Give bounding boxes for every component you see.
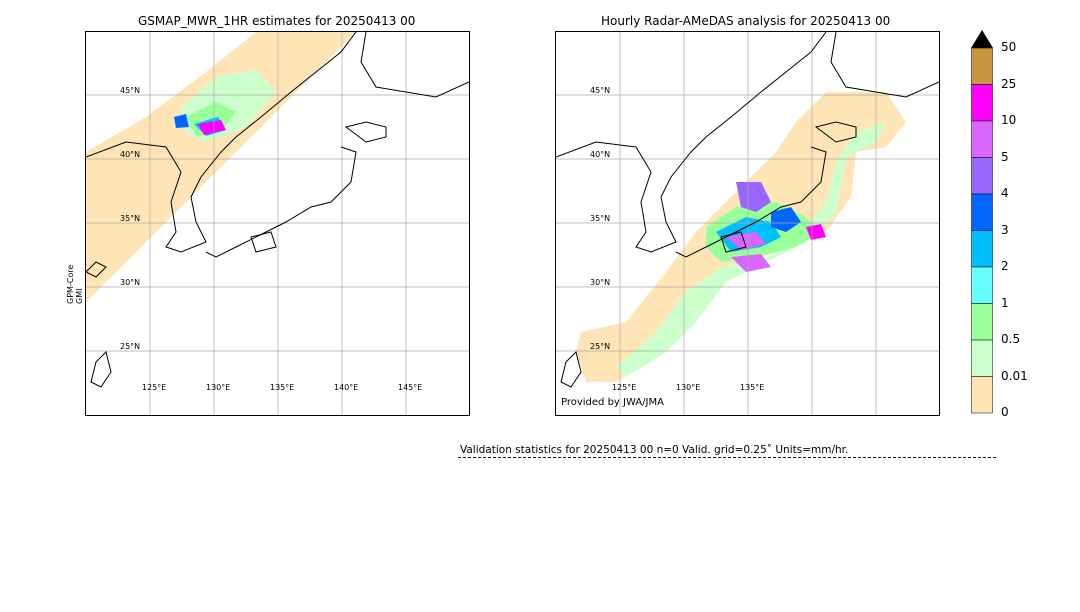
left-side-label: GPM-Core GMI bbox=[66, 265, 84, 304]
right-lat-35: 35°N bbox=[590, 214, 610, 223]
left-map-panel: 45°N 40°N 35°N 30°N 25°N 125°E 130°E 135… bbox=[85, 31, 470, 416]
right-map-svg: 45°N 40°N 35°N 30°N 25°N 125°E 130°E 135… bbox=[556, 32, 939, 415]
colorbar-svg bbox=[971, 30, 993, 414]
colorbar-segment bbox=[971, 84, 993, 122]
right-lon-135: 135°E bbox=[740, 383, 764, 392]
left-precip-magenta bbox=[198, 120, 226, 135]
right-coastlines bbox=[556, 32, 939, 388]
right-map-credit: Provided by JWA/JMA bbox=[561, 397, 664, 408]
right-lat-30: 30°N bbox=[590, 278, 610, 287]
right-precip-band-4 bbox=[726, 232, 766, 250]
colorbar-segment bbox=[971, 157, 993, 195]
left-precip-blue-cell bbox=[174, 114, 189, 128]
left-lat-25: 25°N bbox=[120, 342, 140, 351]
left-lat-30: 30°N bbox=[120, 278, 140, 287]
colorbar-tick-label: 4 bbox=[1001, 186, 1009, 200]
colorbar-segment bbox=[971, 230, 993, 268]
colorbar-segment bbox=[971, 339, 993, 377]
colorbar-segment bbox=[971, 303, 993, 341]
left-lon-135: 135°E bbox=[270, 383, 294, 392]
colorbar-tick-label: 5 bbox=[1001, 149, 1009, 164]
left-lat-45: 45°N bbox=[120, 86, 140, 95]
colorbar-segment bbox=[971, 120, 993, 158]
left-map-title: GSMAP_MWR_1HR estimates for 20250413 00 bbox=[138, 14, 416, 28]
right-precip-band-5 bbox=[806, 224, 826, 240]
right-precip-light bbox=[616, 122, 886, 377]
left-coastlines bbox=[86, 32, 469, 388]
right-precip-band-2 bbox=[736, 182, 771, 212]
colorbar-segment bbox=[971, 47, 993, 85]
right-lat-40: 40°N bbox=[590, 150, 610, 159]
right-lon-130: 130°E bbox=[676, 383, 700, 392]
left-lat-35: 35°N bbox=[120, 214, 140, 223]
validation-dashed-line bbox=[458, 457, 996, 458]
validation-stats: Validation statistics for 20250413 00 n=… bbox=[460, 444, 849, 456]
left-precip-low-band bbox=[86, 32, 356, 302]
colorbar-tick-label: 2 bbox=[1001, 259, 1009, 273]
right-lat-25: 25°N bbox=[590, 342, 610, 351]
left-lon-130: 130°E bbox=[206, 383, 230, 392]
colorbar-tick-label: 25 bbox=[1001, 76, 1017, 91]
left-gridlines bbox=[86, 32, 469, 415]
colorbar bbox=[971, 30, 993, 414]
colorbar-segment bbox=[971, 376, 993, 414]
left-lat-40: 40°N bbox=[120, 150, 140, 159]
colorbar-segment bbox=[971, 193, 993, 231]
left-map-svg: 45°N 40°N 35°N 30°N 25°N 125°E 130°E 135… bbox=[86, 32, 469, 415]
colorbar-over-arrow bbox=[971, 30, 993, 48]
colorbar-tick-label: 0 bbox=[1001, 405, 1009, 419]
right-map-panel: 45°N 40°N 35°N 30°N 25°N 125°E 130°E 135… bbox=[555, 31, 940, 416]
right-lat-45: 45°N bbox=[590, 86, 610, 95]
colorbar-segment bbox=[971, 266, 993, 304]
left-lon-145: 145°E bbox=[398, 383, 422, 392]
right-lon-125: 125°E bbox=[612, 383, 636, 392]
colorbar-tick-label: 10 bbox=[1001, 113, 1017, 127]
side-label-line1: GPM-Core bbox=[66, 264, 75, 304]
colorbar-tick-label: 1 bbox=[1001, 295, 1009, 310]
right-gridlines bbox=[556, 32, 939, 415]
left-lon-125: 125°E bbox=[142, 383, 166, 392]
right-precip-band-3 bbox=[771, 207, 801, 232]
colorbar-tick-label: 0.5 bbox=[1001, 332, 1021, 346]
colorbar-tick-label: 3 bbox=[1001, 222, 1009, 237]
left-lon-140: 140°E bbox=[334, 383, 358, 392]
side-label-line2: GMI bbox=[75, 288, 84, 304]
right-map-title: Hourly Radar-AMeDAS analysis for 2025041… bbox=[601, 14, 891, 28]
right-precip-band-6 bbox=[731, 254, 771, 272]
colorbar-tick-label: 0.01 bbox=[1001, 368, 1028, 383]
colorbar-tick-label: 50 bbox=[1001, 40, 1017, 54]
